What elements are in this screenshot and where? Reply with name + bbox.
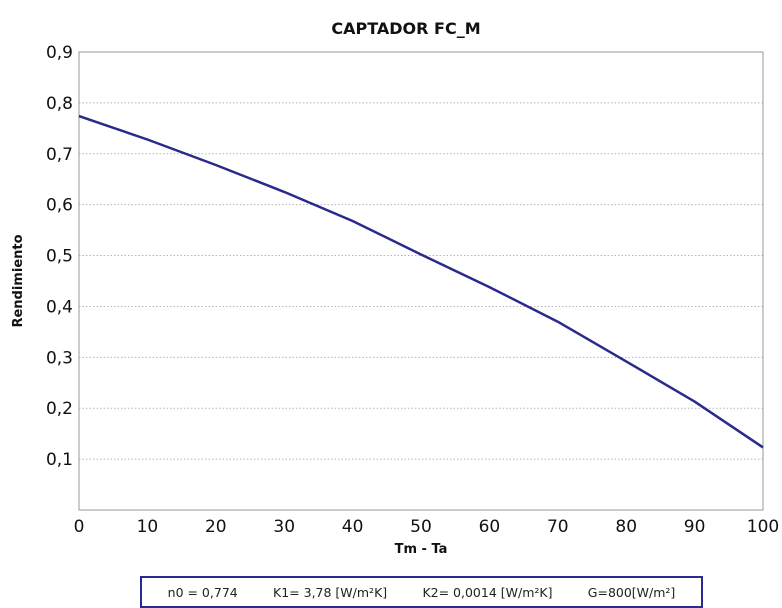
x-axis-ticks: 0 10 20 30 40 50 60 70 80 90 100 — [74, 517, 780, 537]
efficiency-chart: CAPTADOR FC_M 0,10,20,30,40,50,60,70,80,… — [11, 19, 780, 557]
n0-parameter: n0 = 0,774 — [167, 584, 238, 600]
x-tick-label: 60 — [479, 517, 501, 537]
x-tick-label: 100 — [747, 517, 779, 537]
x-tick-label: 30 — [273, 517, 295, 537]
plot-area-frame — [78, 51, 764, 511]
x-tick-label: 90 — [684, 517, 706, 537]
g-parameter: G=800[W/m²] — [587, 584, 676, 600]
grid-lines — [79, 102, 763, 460]
x-tick-label: 20 — [205, 517, 227, 537]
parameters-box: n0 = 0,774 K1= 3,78 [W/m²K] K2= 0,0014 [… — [140, 576, 703, 608]
y-tick-label: 0,6 — [46, 196, 73, 216]
x-tick-label: 10 — [137, 517, 159, 537]
chart-title: CAPTADOR FC_M — [331, 19, 480, 38]
y-tick-label: 0,3 — [46, 348, 73, 368]
y-axis-ticks: 0,1 0,2 0,3 0,4 0,5 0,6 0,7 0,8 0,9 — [46, 43, 73, 470]
y-tick-label: 0,9 — [46, 43, 73, 63]
y-axis-label: Rendimiento — [11, 234, 26, 327]
x-tick-label: 40 — [342, 517, 364, 537]
k1-parameter: K1= 3,78 [W/m²K] — [273, 584, 388, 600]
y-tick-label: 0,4 — [46, 297, 73, 317]
y-tick-label: 0,5 — [46, 247, 73, 267]
k2-parameter: K2= 0,0014 [W/m²K] — [422, 584, 553, 600]
x-tick-label: 80 — [615, 517, 637, 537]
x-axis-label: Tm - Ta — [395, 542, 448, 557]
y-tick-label: 0,8 — [46, 94, 73, 114]
y-tick-label: 0,1 — [46, 450, 73, 470]
y-tick-label: 0,7 — [46, 145, 73, 165]
x-tick-label: 70 — [547, 517, 569, 537]
x-tick-label: 0 — [74, 517, 85, 537]
y-tick-label: 0,2 — [46, 399, 73, 419]
x-tick-label: 50 — [410, 517, 432, 537]
efficiency-curve-line — [78, 114, 764, 449]
